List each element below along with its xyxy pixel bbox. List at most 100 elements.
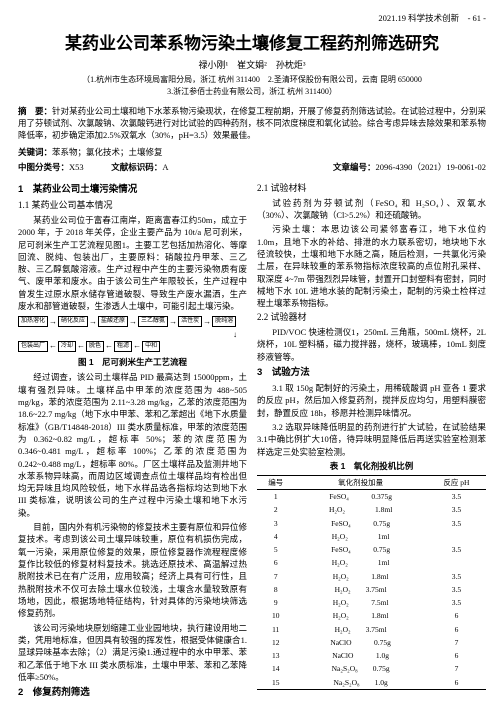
authors: 禄小刚¹ 崔文娟² 孙枕炬³	[18, 59, 486, 73]
table-cell: 2	[257, 503, 294, 516]
classification-row: 中图分类号：X53 文献标识码：A 文章编号：2096-4390（2021）19…	[18, 161, 486, 174]
table-cell: 6	[257, 556, 294, 569]
table-header-cell: 编号	[257, 475, 294, 489]
table-row: 1FeSO₄ 0.375g3.5	[257, 490, 486, 504]
table-row: 8H₂O₂ 3.75ml3.5	[257, 583, 486, 596]
flow-node: 活性炭	[178, 316, 202, 327]
table-cell: 7	[257, 570, 294, 583]
table-cell: 12	[257, 636, 294, 649]
table-cell: 4	[257, 530, 294, 543]
table-cell: 5	[257, 543, 294, 556]
flow-arrow-icon: →	[203, 318, 211, 326]
article-no-value: 2096-4390（2021）19-0061-02	[376, 162, 487, 172]
doc-code-value: A	[162, 162, 168, 172]
table-cell: 14	[257, 662, 294, 675]
flow-arrow-down-icon: ↓	[24, 329, 247, 341]
table-cell: NaClO 0.75g	[294, 636, 427, 649]
table-cell: 6	[427, 676, 486, 690]
table-header-cell: 氧化剂投加量	[294, 475, 427, 489]
keywords-line: 关键词：苯系物；氯化技术；土壤修复	[18, 146, 486, 159]
keywords-label: 关键词：	[18, 147, 52, 157]
para-1-1: 某药业公司位于富春江南岸，距离富春江约50m，成立于2000 年，于 2018 …	[18, 214, 247, 313]
table-row: 2H₂O₂ 1.8ml3.5	[257, 503, 486, 516]
flow-node: 三乙醇氨	[138, 316, 168, 327]
heading-2-1: 2.1 试验材料	[257, 182, 486, 196]
fig1-caption: 图 1 尼可刹米生产工艺流程	[18, 356, 247, 369]
table-cell: 7	[427, 636, 486, 649]
flow-arrow-icon: →	[89, 318, 97, 326]
flow-node: 脱色	[86, 341, 104, 352]
table-row: 6H₂O₂ 1ml	[257, 556, 486, 569]
para-1-3: 目前，国内外有机污染物的修复技术主要有原位和异位修复技术。考虑到该公司土壤异味较…	[18, 521, 247, 620]
affiliations: （1.杭州市生态环境局富阳分局，浙江 杭州 311400 2.圣清环保股份有限公…	[18, 74, 486, 96]
table-cell: 6	[427, 623, 486, 636]
para-3-2: 3.2 选取异味降低明显的药剂进行扩大试验，在试验结果3.1中确比例扩大10倍，…	[257, 421, 486, 458]
table-cell: H₂O₂ 1ml	[294, 556, 427, 569]
table-cell: 8	[257, 583, 294, 596]
table-cell: H₂O₂ 1ml	[294, 530, 427, 543]
table-cell: 7	[427, 662, 486, 675]
table-header-cell: 反应 pH	[427, 475, 486, 489]
abstract-label: 摘 要：	[18, 106, 52, 116]
para-2-2: 污染土壤：本思边该公司紧邻富春江，地下水位约 1.0m，且地下水的补给、排泄的水…	[257, 223, 486, 309]
table-cell: H₂O₂ 1.8ml	[294, 609, 427, 622]
heading-2-2: 2.2 试验器材	[257, 311, 486, 325]
table-cell: H₂O₂ 7.5ml	[294, 596, 427, 609]
para-2-3: PID/VOC 快速检测仪1，250mL 三角瓶，500mL 烧杯，2L 烧杯，…	[257, 326, 486, 363]
flow-node: 中和	[142, 341, 160, 352]
table-cell: 3.5	[427, 490, 486, 504]
table-cell: FeSO₄ 0.75g	[294, 517, 427, 530]
table-cell: FeSO₄ 0.375g	[294, 490, 427, 504]
table-row: 13NaClO 1.0g6	[257, 649, 486, 662]
flow-node: 冷却	[58, 341, 76, 352]
para-1-4: 该公司污染地块原划缩建工业业园地块，执行建设用地二类，凭用地标准，但因具有较强的…	[18, 622, 247, 684]
flow-node: 盐酸还原	[98, 316, 128, 327]
table-row: 9H₂O₂ 7.5ml3.5	[257, 596, 486, 609]
table-cell: 13	[257, 649, 294, 662]
table-cell: H₂O₂ 1.8ml	[294, 503, 427, 516]
page-header: 2021.19 科学技术创新 - 61 -	[18, 12, 486, 25]
heading-3: 3 试验方法	[257, 366, 486, 380]
heading-1-1: 1.1 某药业公司基本情况	[18, 199, 247, 213]
table-row: 7H₂O₂ 1.8ml3.5	[257, 570, 486, 583]
heading-2: 2 修复药剂筛选	[18, 686, 247, 700]
table-cell: 3.5	[427, 583, 486, 596]
table-cell: 3.5	[427, 596, 486, 609]
flow-arrow-icon: ←	[133, 342, 141, 350]
table-cell: 3	[257, 517, 294, 530]
flow-arrow-icon: ←	[105, 342, 113, 350]
table-cell: H₂O₂ 3.75ml	[294, 623, 427, 636]
flow-node: 加热溶化	[18, 316, 48, 327]
doc-code-label: 文献标识码：	[111, 162, 162, 172]
keywords-text: 苯系物；氯化技术；土壤修复	[52, 147, 163, 157]
table-row: 12NaClO 0.75g7	[257, 636, 486, 649]
flow-node: 脱纯溶	[212, 316, 236, 327]
table-cell: H₂O₂ 1.8ml	[294, 570, 427, 583]
table-cell: 1	[257, 490, 294, 504]
table-cell	[427, 530, 486, 543]
abstract: 摘 要：针对某药业公司土壤和地下水苯系物污染现状，在修复工程前期，开展了修复药剂…	[18, 105, 486, 142]
table-1: 编号氧化剂投加量反应 pH1FeSO₄ 0.375g3.52H₂O₂ 1.8ml…	[257, 475, 486, 690]
table-row: 5FeSO₄ 0.75g3.5	[257, 543, 486, 556]
flowchart-fig1: 加热溶化→硝化反应→盐酸还原→三乙醇氨→活性炭→脱纯溶↓包装出厂←冷却←脱色←粗…	[18, 316, 247, 351]
table-row: 10H₂O₂ 1.8ml6	[257, 609, 486, 622]
table-cell: 15	[257, 676, 294, 690]
table-cell: NaClO 1.0g	[294, 649, 427, 662]
abstract-text: 针对某药业公司土壤和地下水苯系物污染现状，在修复工程前期，开展了修复药剂筛选试验…	[18, 106, 486, 141]
table-cell: 6	[427, 649, 486, 662]
flow-node: 粗滤	[114, 341, 132, 352]
para-1-2: 经过调查，该公司土壤样品 PID 最高达到 15000ppm，土壤有强烈异味。土…	[18, 371, 247, 519]
table-cell: 3.5	[427, 570, 486, 583]
flow-node: 硝化反应	[58, 316, 88, 327]
table-row: 11H₂O₂ 3.75ml6	[257, 623, 486, 636]
flow-arrow-icon: →	[129, 318, 137, 326]
table1-caption: 表 1 氧化剂投机比例	[257, 460, 486, 473]
table-cell: 3.5	[427, 503, 486, 516]
table-cell: H₂O₂ 3.75ml	[294, 583, 427, 596]
table-cell: 6	[427, 609, 486, 622]
article-title: 某药业公司苯系物污染土壤修复工程药剂筛选研究	[18, 33, 486, 55]
table-cell: 9	[257, 596, 294, 609]
table-cell: 11	[257, 623, 294, 636]
table-row: 3FeSO₄ 0.75g3.5	[257, 517, 486, 530]
table-cell	[427, 556, 486, 569]
